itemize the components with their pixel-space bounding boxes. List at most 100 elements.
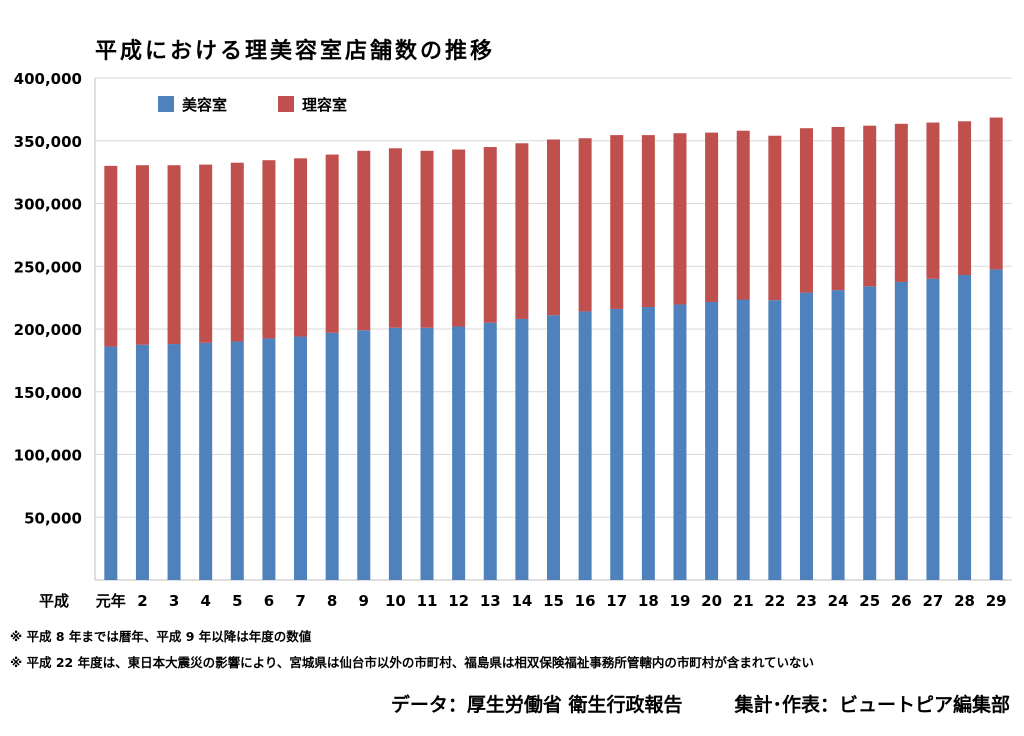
bar-beauty-salon bbox=[452, 326, 466, 580]
legend-swatch bbox=[158, 96, 174, 112]
x-tick-label: 23 bbox=[796, 592, 817, 610]
x-tick-label: 4 bbox=[200, 592, 210, 610]
x-tick-label: 28 bbox=[954, 592, 975, 610]
bar-barbershop bbox=[578, 138, 592, 312]
bar-beauty-salon bbox=[926, 278, 940, 580]
x-tick-label: 19 bbox=[670, 592, 691, 610]
bar-barbershop bbox=[167, 165, 181, 345]
x-tick-label: 10 bbox=[385, 592, 406, 610]
x-tick-label: 24 bbox=[828, 592, 849, 610]
x-tick-label: 22 bbox=[764, 592, 785, 610]
x-tick-label: 5 bbox=[232, 592, 242, 610]
bar-beauty-salon bbox=[799, 292, 813, 580]
x-axis-era-label: 平成 bbox=[39, 592, 69, 610]
x-tick-label: 16 bbox=[575, 592, 596, 610]
bar-beauty-salon bbox=[736, 299, 750, 580]
bar-barbershop bbox=[452, 149, 466, 327]
x-tick-label: 12 bbox=[448, 592, 469, 610]
bar-barbershop bbox=[831, 126, 845, 291]
x-tick-label: 14 bbox=[511, 592, 532, 610]
x-tick-label: 11 bbox=[417, 592, 438, 610]
bar-barbershop bbox=[958, 121, 972, 276]
bar-beauty-salon bbox=[515, 318, 529, 580]
bar-beauty-salon bbox=[294, 336, 308, 580]
bar-beauty-salon bbox=[768, 300, 782, 580]
x-tick-label: 20 bbox=[701, 592, 722, 610]
bar-barbershop bbox=[547, 139, 560, 316]
x-tick-label: 元年 bbox=[96, 592, 126, 610]
x-tick-label: 6 bbox=[264, 592, 274, 610]
legend: 美容室 理容室 bbox=[158, 96, 347, 114]
x-tick-label: 29 bbox=[986, 592, 1007, 610]
y-tick-label: 200,000 bbox=[14, 321, 82, 339]
y-tick-label: 400,000 bbox=[14, 70, 82, 88]
bar-beauty-salon bbox=[958, 275, 972, 580]
bar-beauty-salon bbox=[894, 281, 908, 580]
x-tick-label: 9 bbox=[359, 592, 369, 610]
footnote-1: ※ 平成 8 年までは暦年、平成 9 年以降は年度の数値 bbox=[10, 629, 312, 644]
source-line: データ：厚生労働省 衛生行政報告 集計･作表：ビュートピア編集部 bbox=[391, 690, 1010, 717]
bar-beauty-salon bbox=[104, 346, 118, 580]
y-axis-ticks: 50,000 100,000 150,000 200,000 250,000 300,00… bbox=[14, 70, 82, 527]
author-label: 集計･作表：ビュートピア編集部 bbox=[734, 694, 1010, 716]
bar-barbershop bbox=[388, 148, 402, 328]
bars bbox=[104, 117, 1003, 580]
y-tick-label: 100,000 bbox=[14, 447, 82, 465]
bar-beauty-salon bbox=[831, 290, 845, 580]
bar-barbershop bbox=[926, 122, 940, 279]
x-tick-label: 7 bbox=[295, 592, 305, 610]
x-tick-label: 26 bbox=[891, 592, 912, 610]
bar-barbershop bbox=[989, 117, 1003, 270]
bar-barbershop bbox=[768, 135, 782, 301]
data-source-label: データ：厚生労働省 衛生行政報告 bbox=[390, 694, 683, 716]
bar-barbershop bbox=[294, 158, 308, 337]
bar-beauty-salon bbox=[357, 330, 371, 580]
bar-beauty-salon bbox=[863, 286, 877, 580]
y-tick-label: 300,000 bbox=[14, 196, 82, 214]
bar-barbershop bbox=[262, 160, 276, 339]
x-tick-label: 21 bbox=[733, 592, 754, 610]
bar-barbershop bbox=[799, 128, 813, 293]
x-tick-label: 18 bbox=[638, 592, 659, 610]
x-tick-label: 25 bbox=[859, 592, 880, 610]
legend-swatch bbox=[278, 96, 294, 112]
bar-barbershop bbox=[357, 150, 371, 331]
stacked-bar-chart: 平成における理美容室店舗数の推移 50,000 100,000 150,000 200… bbox=[14, 38, 1012, 610]
chart-title: 平成における理美容室店舗数の推移 bbox=[95, 38, 495, 64]
bar-barbershop bbox=[673, 133, 687, 305]
bar-barbershop bbox=[515, 143, 529, 319]
bar-beauty-salon bbox=[167, 344, 181, 580]
x-tick-label: 13 bbox=[480, 592, 501, 610]
x-tick-label: 27 bbox=[923, 592, 944, 610]
bar-beauty-salon bbox=[578, 311, 592, 580]
x-tick-label: 2 bbox=[137, 592, 147, 610]
x-tick-label: 3 bbox=[169, 592, 179, 610]
x-tick-label: 15 bbox=[543, 592, 564, 610]
bar-barbershop bbox=[199, 164, 213, 343]
bar-barbershop bbox=[483, 147, 497, 323]
bar-beauty-salon bbox=[135, 344, 149, 580]
bar-beauty-salon bbox=[483, 322, 497, 580]
bar-barbershop bbox=[135, 165, 149, 345]
bar-beauty-salon bbox=[199, 342, 213, 580]
bar-beauty-salon bbox=[610, 308, 624, 580]
bar-beauty-salon bbox=[420, 327, 434, 580]
bar-barbershop bbox=[104, 165, 118, 347]
y-tick-label: 150,000 bbox=[14, 384, 82, 402]
bar-beauty-salon bbox=[262, 338, 276, 580]
legend-label: 理容室 bbox=[302, 96, 347, 114]
x-tick-label: 8 bbox=[327, 592, 337, 610]
bar-barbershop bbox=[325, 154, 339, 333]
bar-beauty-salon bbox=[705, 302, 719, 580]
x-axis-ticks: 元年 2 3 4 5 6 7 8 9 10 11 12 13 14 15 16 17 18 19 20 21 22 23 24… bbox=[96, 592, 1007, 610]
bar-beauty-salon bbox=[388, 327, 402, 580]
bar-beauty-salon bbox=[325, 332, 339, 580]
bar-beauty-salon bbox=[641, 307, 655, 580]
bar-barbershop bbox=[894, 123, 908, 282]
bar-beauty-salon bbox=[230, 341, 244, 580]
footnote-2: ※ 平成 22 年度は、東日本大震災の影響により、宮城県は仙台市以外の市町村、福… bbox=[10, 655, 814, 670]
bar-beauty-salon bbox=[989, 269, 1003, 580]
x-tick-label: 17 bbox=[606, 592, 627, 610]
bar-barbershop bbox=[230, 162, 244, 342]
bar-barbershop bbox=[420, 150, 434, 328]
